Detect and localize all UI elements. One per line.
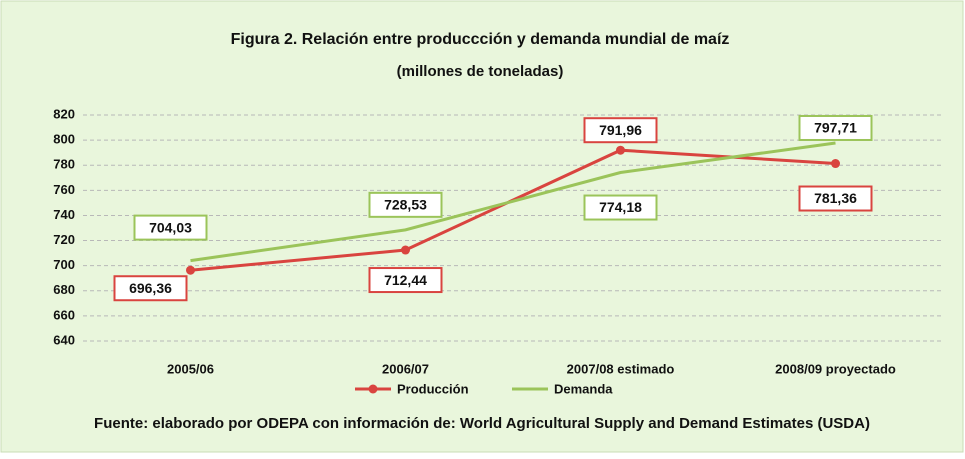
x-tick-label: 2008/09 proyectado <box>775 361 896 376</box>
label-box <box>368 191 443 218</box>
x-tick-label: 2007/08 estimado <box>567 361 675 376</box>
marker <box>616 145 625 155</box>
legend-label: Demanda <box>554 381 613 396</box>
data-label: 781,36 <box>814 190 857 206</box>
y-tick-label: 720 <box>53 232 75 247</box>
label-box <box>113 275 188 302</box>
source-note: Fuente: elaborado por ODEPA con informac… <box>94 415 870 432</box>
data-label: 712,44 <box>384 272 427 288</box>
y-tick-label: 800 <box>53 132 75 147</box>
legend-marker <box>368 384 378 394</box>
marker <box>186 265 195 275</box>
marker <box>401 245 410 255</box>
y-tick-label: 780 <box>53 157 75 172</box>
label-box <box>583 117 658 144</box>
y-tick-label: 680 <box>53 282 75 297</box>
label-box <box>798 114 873 141</box>
line-series <box>190 141 836 263</box>
label-box <box>583 194 658 221</box>
data-label: 728,53 <box>384 197 427 213</box>
data-label: 696,36 <box>129 280 172 296</box>
y-tick-label: 700 <box>53 257 75 272</box>
data-label: 791,96 <box>599 122 642 138</box>
legend-label: Producción <box>397 381 469 396</box>
data-label: 797,71 <box>814 120 857 136</box>
x-tick-label: 2006/07 <box>382 361 429 376</box>
y-tick-label: 640 <box>53 332 75 347</box>
y-tick-label: 760 <box>53 182 75 197</box>
y-tick-label: 740 <box>53 207 75 222</box>
chart-subtitle: (millones de toneladas) <box>397 63 564 80</box>
y-tick-label: 820 <box>53 106 75 121</box>
label-box <box>133 214 208 241</box>
marker <box>831 159 840 169</box>
data-label: 704,03 <box>149 219 192 235</box>
chart-title: Figura 2. Relación entre produccción y d… <box>231 31 730 48</box>
label-box <box>798 185 873 212</box>
label-box <box>368 267 443 294</box>
x-tick-label: 2005/06 <box>167 361 214 376</box>
y-tick-label: 660 <box>53 307 75 322</box>
data-label: 774,18 <box>599 199 642 215</box>
